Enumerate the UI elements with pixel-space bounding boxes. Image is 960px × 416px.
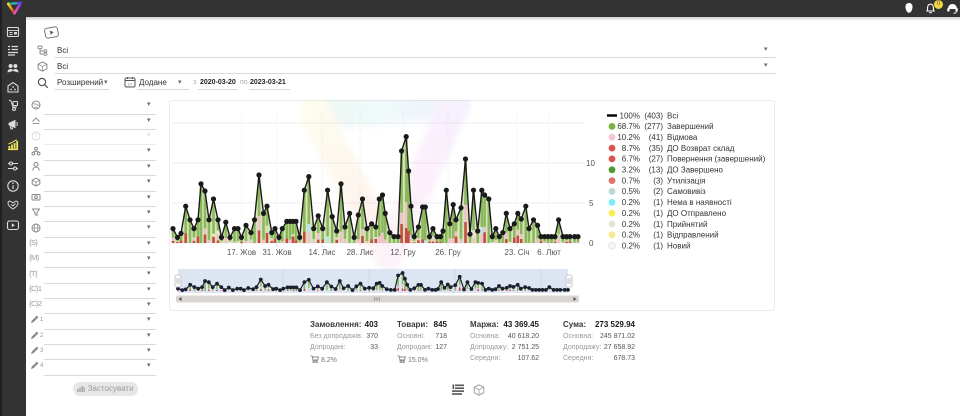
svg-text:Завершений: Завершений (667, 122, 714, 131)
svg-text:0: 0 (589, 239, 594, 248)
svg-text:(1): (1) (653, 231, 663, 240)
svg-text:(13): (13) (649, 166, 664, 175)
svg-text:(41): (41) (649, 133, 664, 142)
svg-text:Повернення (завершений): Повернення (завершений) (667, 155, 766, 164)
svg-text:(277): (277) (644, 122, 663, 131)
svg-text:26. Гру: 26. Гру (435, 248, 461, 257)
svg-text:(35): (35) (649, 144, 664, 153)
svg-text:(3): (3) (653, 176, 663, 185)
svg-text:(27): (27) (649, 155, 664, 164)
svg-text:ДО Завершено: ДО Завершено (667, 166, 723, 175)
svg-text:Відправлений: Відправлений (667, 231, 719, 240)
svg-text:100%: 100% (620, 111, 640, 120)
svg-text:Самовивіз: Самовивіз (667, 187, 706, 196)
svg-text:0.5%: 0.5% (622, 187, 640, 196)
svg-text:0.2%: 0.2% (622, 209, 640, 218)
svg-text:68.7%: 68.7% (617, 122, 640, 131)
svg-text:ДО Возврат склад: ДО Возврат склад (667, 144, 735, 153)
svg-text:0.2%: 0.2% (622, 198, 640, 207)
svg-text:(1): (1) (653, 209, 663, 218)
svg-text:0.2%: 0.2% (622, 231, 640, 240)
svg-text:Прийнятий: Прийнятий (667, 220, 708, 229)
svg-text:12. Гру: 12. Гру (390, 248, 416, 257)
svg-text:(403): (403) (644, 111, 663, 120)
svg-text:14. Лис: 14. Лис (308, 248, 335, 257)
svg-text:17. Жов: 17. Жов (227, 248, 256, 257)
svg-text:ДО Отправлено: ДО Отправлено (667, 209, 727, 218)
svg-text:10: 10 (586, 159, 595, 168)
svg-text:28. Лис: 28. Лис (346, 248, 373, 257)
svg-text:Відмова: Відмова (667, 133, 698, 142)
svg-text:10.2%: 10.2% (617, 133, 640, 142)
svg-text:23. Січ: 23. Січ (504, 248, 529, 257)
svg-text:0.2%: 0.2% (622, 220, 640, 229)
svg-text:6. Лют: 6. Лют (537, 248, 561, 257)
svg-text:5: 5 (589, 199, 594, 208)
svg-text:0.2%: 0.2% (622, 242, 640, 251)
svg-text:(1): (1) (653, 220, 663, 229)
svg-text:Новий: Новий (667, 242, 690, 251)
svg-text:(1): (1) (653, 242, 663, 251)
svg-text:Всі: Всі (667, 111, 678, 120)
svg-text:6.7%: 6.7% (622, 155, 640, 164)
svg-text:8.7%: 8.7% (622, 144, 640, 153)
svg-text:17: 17 (128, 81, 133, 86)
svg-text:(1): (1) (653, 198, 663, 207)
svg-text:31. Жов: 31. Жов (262, 248, 291, 257)
svg-text:Нема в наявності: Нема в наявності (667, 198, 732, 207)
svg-text:0.7%: 0.7% (622, 176, 640, 185)
svg-text:Утилізація: Утилізація (667, 176, 705, 185)
svg-text:?: ? (34, 134, 37, 140)
svg-text:3.2%: 3.2% (622, 166, 640, 175)
svg-text:(2): (2) (653, 187, 663, 196)
